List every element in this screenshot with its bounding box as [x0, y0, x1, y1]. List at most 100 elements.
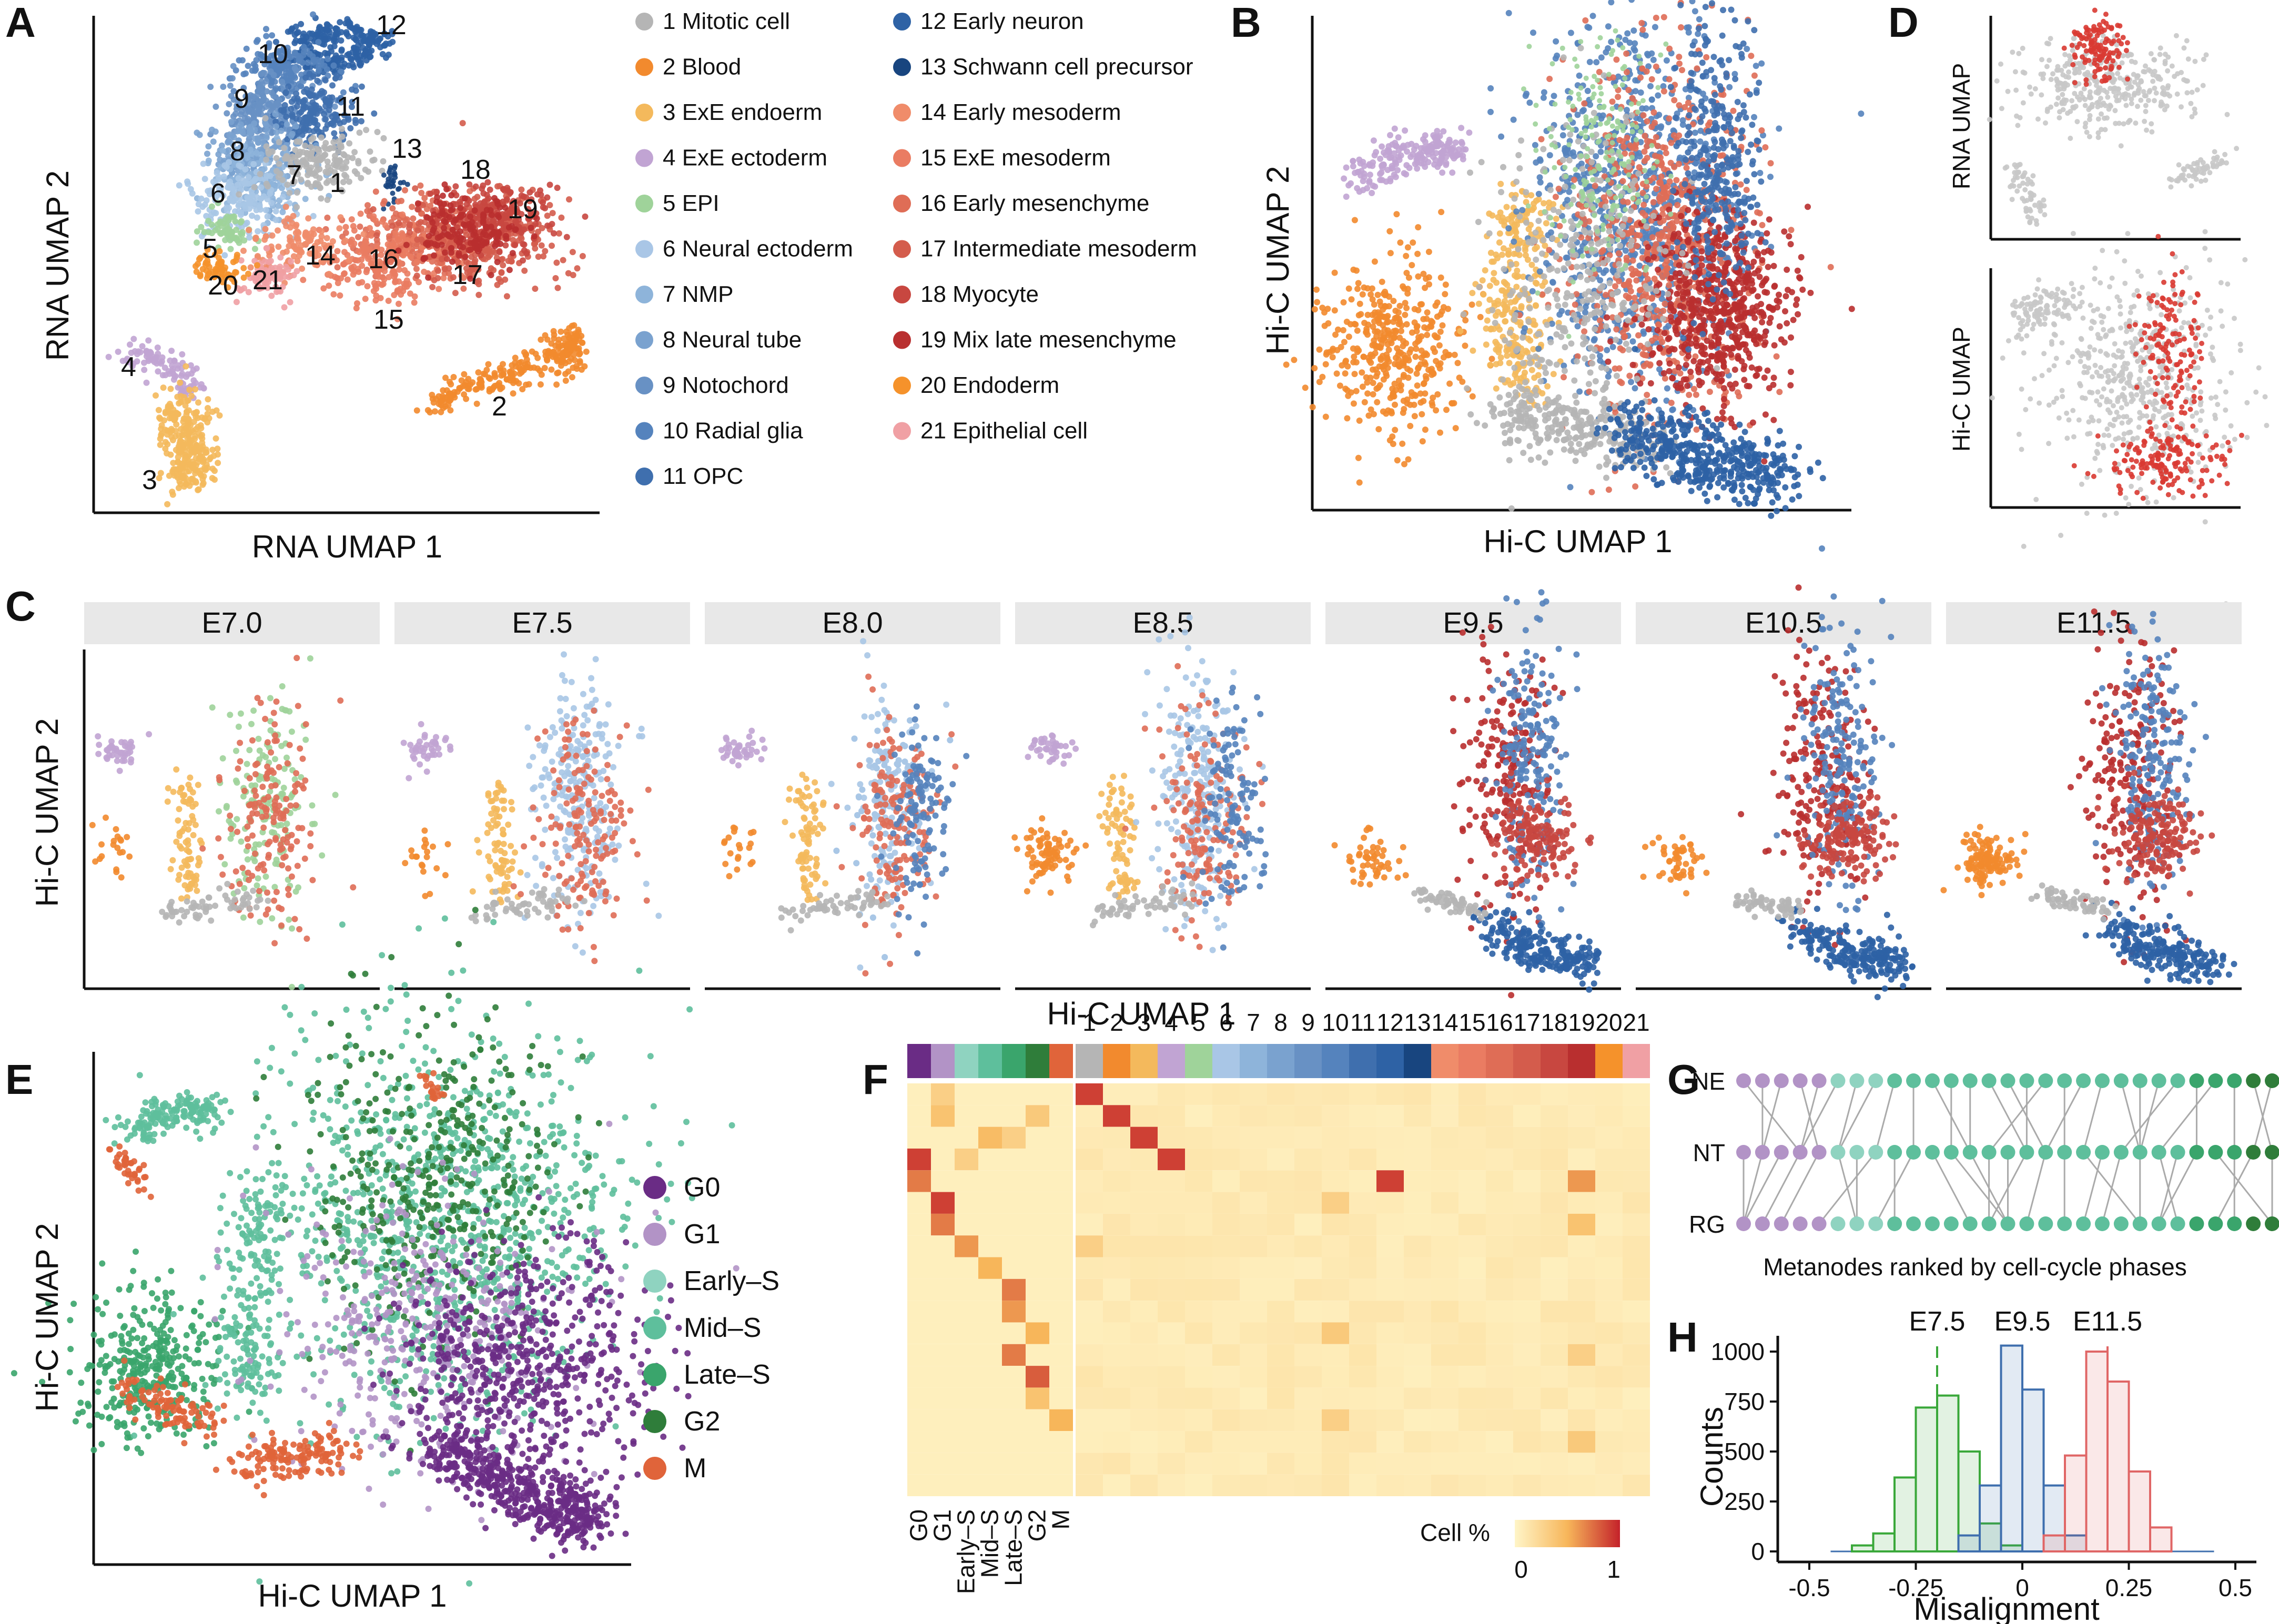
rna-base — [1987, 33, 2230, 149]
legend-swatch-6 — [635, 240, 653, 258]
hist-bar — [1937, 1396, 1959, 1551]
celltype-colorbar-17 — [1513, 1044, 1541, 1078]
phase-swatch-6 — [643, 1457, 666, 1480]
metanode — [1849, 1145, 1864, 1160]
cluster-4 — [1025, 733, 1079, 767]
metanode — [1887, 1073, 1902, 1088]
heatmap-cluster-label-3: 3 — [1137, 1009, 1151, 1036]
panel-c-ylabel: Hi-C UMAP 2 — [29, 718, 65, 907]
hist-bar — [2129, 1471, 2151, 1551]
metanode — [2246, 1073, 2261, 1088]
panel-g-row-rg: RG — [1689, 1211, 1725, 1238]
legend-swatch-5 — [635, 195, 653, 212]
metanode — [2019, 1073, 2034, 1088]
metanode — [2057, 1073, 2072, 1088]
hist-bar — [2108, 1382, 2129, 1551]
cluster-label-11: 11 — [337, 92, 365, 122]
metanode — [2152, 1216, 2166, 1231]
panel-label-c: C — [5, 583, 36, 630]
metanode — [1982, 1073, 1997, 1088]
series-label-E9.5: E9.5 — [1994, 1306, 2051, 1337]
legend-swatch-19 — [893, 331, 911, 349]
legend-swatch-7 — [635, 286, 653, 303]
panel-b-hic-umap: Hi-C UMAP 1 Hi-C UMAP 2 — [1260, 0, 1864, 559]
legend-swatch-17 — [893, 240, 911, 258]
phase-colorbar-0 — [907, 1044, 931, 1078]
cluster-label-12: 12 — [376, 10, 407, 40]
celltype-colorbar-14 — [1431, 1044, 1458, 1078]
x-tick--0.5: -0.5 — [1788, 1574, 1830, 1601]
blood — [721, 825, 757, 879]
panel-label-h: H — [1667, 1314, 1698, 1361]
phase-swatch-0 — [643, 1176, 666, 1199]
cluster-4 — [718, 728, 768, 769]
panel-a-xlabel: RNA UMAP 1 — [252, 529, 442, 564]
heatmap-cluster-label-4: 4 — [1164, 1009, 1178, 1036]
metanode — [1812, 1145, 1827, 1160]
metanode — [1944, 1145, 1959, 1160]
legend-label-21: 21 Epithelial cell — [920, 418, 1088, 444]
panel-d-points — [1987, 8, 2270, 607]
cluster-label-20: 20 — [208, 270, 238, 301]
metanode — [1736, 1073, 1751, 1088]
metanode — [2114, 1073, 2129, 1088]
metanode — [1925, 1145, 1940, 1160]
legend-swatch-18 — [893, 286, 911, 303]
phase-colorbar-5 — [1026, 1044, 1049, 1078]
metanode — [1925, 1073, 1940, 1088]
metanode — [2114, 1145, 2129, 1160]
cluster-label-5: 5 — [202, 234, 218, 264]
metanode — [2152, 1073, 2166, 1088]
cluster-1-lower — [1464, 364, 1677, 481]
celltype-colorbar-1 — [1076, 1044, 1103, 1078]
legend-swatch-10 — [635, 422, 653, 440]
legend-swatch-3 — [635, 104, 653, 121]
metanode — [2095, 1073, 2110, 1088]
metanode — [2208, 1216, 2223, 1231]
panel-h-xlabel: Misalignment — [1913, 1591, 2100, 1624]
legend-label-8: 8 Neural tube — [663, 327, 802, 353]
blood — [1332, 825, 1409, 888]
facet-E8.5: E8.5 — [1011, 602, 1311, 989]
phase-label-6: M — [684, 1453, 706, 1484]
celltype-colorbar-11 — [1349, 1044, 1376, 1078]
panel-b-xlabel: Hi-C UMAP 1 — [1484, 524, 1673, 559]
panel-h-ylabel: Counts — [1694, 1407, 1729, 1507]
celltype-colorbar-20 — [1595, 1044, 1623, 1078]
legend-label-14: 14 Early mesoderm — [920, 99, 1121, 125]
series-label-E7.5: E7.5 — [1909, 1306, 1966, 1337]
metanode — [2265, 1216, 2279, 1231]
y-tick-1000: 1000 — [1711, 1338, 1765, 1365]
metanode — [2189, 1145, 2204, 1160]
metanode — [1755, 1145, 1770, 1160]
legend-swatch-4 — [635, 149, 653, 167]
metanode — [1887, 1145, 1902, 1160]
cluster-label-10: 10 — [258, 39, 288, 69]
metanode — [1925, 1216, 1940, 1231]
heatmap-cluster-label-21: 21 — [1623, 1009, 1649, 1036]
cluster-label-8: 8 — [230, 136, 245, 167]
celltype-colorbar-2 — [1103, 1044, 1130, 1078]
x-tick-0.5: 0.5 — [2219, 1574, 2252, 1601]
phase-colorbar-4 — [1002, 1044, 1026, 1078]
heatmap-phase-label-6: M — [1047, 1509, 1075, 1529]
y-tick-500: 500 — [1724, 1438, 1765, 1465]
cluster-label-1: 1 — [330, 168, 345, 198]
metanode — [1887, 1216, 1902, 1231]
heatmap-cluster-label-11: 11 — [1350, 1009, 1375, 1036]
phase-label-3: Mid–S — [684, 1313, 761, 1343]
cluster-2 — [1283, 209, 1495, 485]
metanode — [1774, 1073, 1789, 1088]
metanode — [2019, 1216, 2034, 1231]
heatmap-cluster-label-8: 8 — [1274, 1009, 1288, 1036]
rna-base-lower — [2003, 162, 2048, 227]
phase-label-0: G0 — [684, 1172, 720, 1203]
cluster-label-2: 2 — [492, 391, 507, 422]
hist-bar — [2001, 1346, 2023, 1551]
metanode — [2001, 1145, 2015, 1160]
metanode — [1944, 1073, 1959, 1088]
legend-label-19: 19 Mix late mesenchyme — [920, 327, 1177, 353]
facet-E7.0: E7.0 — [84, 602, 380, 990]
metanode — [1944, 1216, 1959, 1231]
